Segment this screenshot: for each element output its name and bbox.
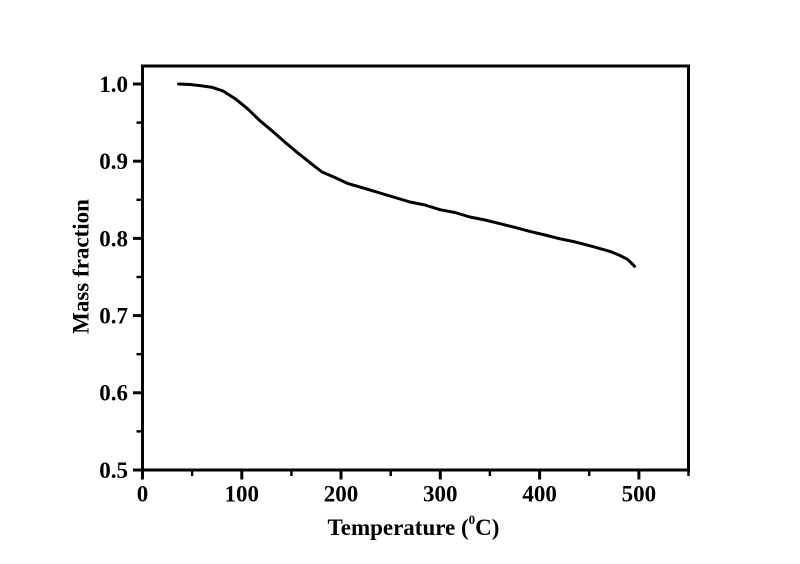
svg-text:300: 300 — [423, 481, 458, 506]
svg-text:0.7: 0.7 — [99, 304, 128, 329]
svg-text:0.9: 0.9 — [99, 149, 128, 174]
svg-text:Mass fraction: Mass fraction — [69, 199, 94, 334]
svg-text:100: 100 — [225, 481, 260, 506]
svg-text:200: 200 — [324, 481, 359, 506]
svg-text:Temperature (0C): Temperature (0C) — [328, 512, 500, 540]
svg-text:1.0: 1.0 — [99, 72, 128, 97]
svg-text:500: 500 — [622, 481, 657, 506]
svg-text:0.8: 0.8 — [99, 226, 128, 251]
svg-text:0.6: 0.6 — [99, 381, 128, 406]
svg-text:0.5: 0.5 — [99, 458, 128, 483]
svg-text:400: 400 — [522, 481, 557, 506]
svg-text:0: 0 — [137, 481, 149, 506]
